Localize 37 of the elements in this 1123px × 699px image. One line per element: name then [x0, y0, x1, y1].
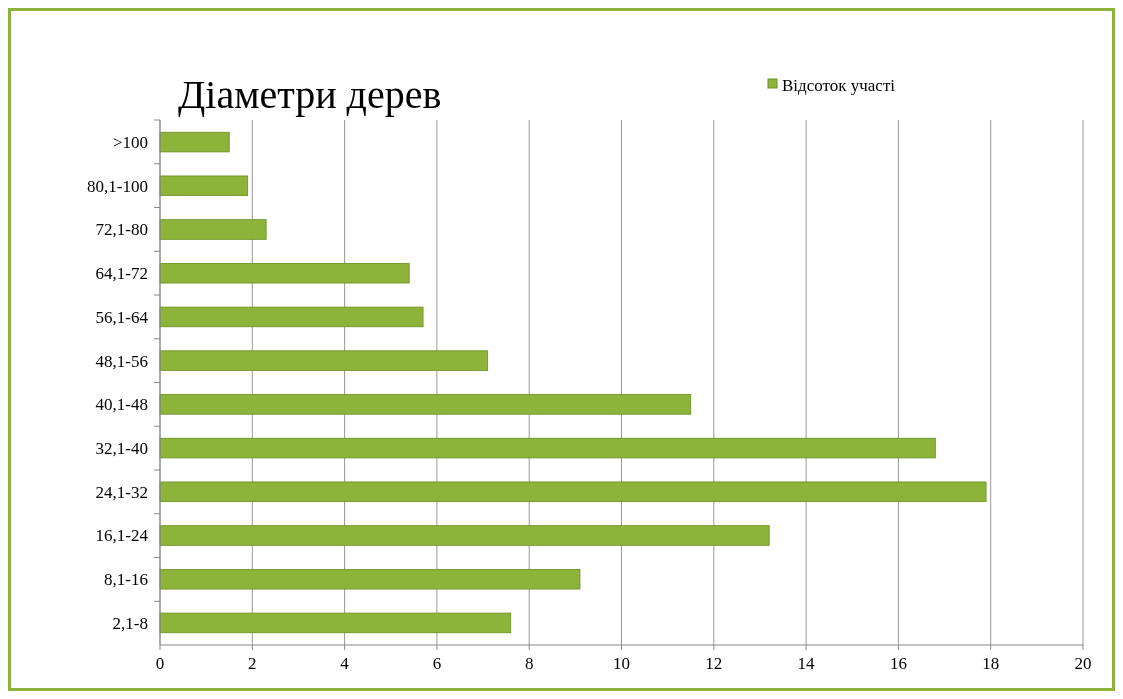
bar [159, 262, 410, 284]
bar [159, 437, 936, 459]
x-tick-label: 14 [797, 654, 816, 673]
bar [159, 350, 489, 371]
x-tick-label: 8 [524, 654, 534, 673]
x-tick-label: 18 [982, 654, 1000, 673]
x-tick-label: 0 [155, 654, 165, 673]
bar [159, 131, 230, 153]
x-tick-label: 20 [1074, 654, 1092, 673]
y-tick-label: 72,1-80 [95, 220, 148, 240]
x-tick-label: 10 [613, 654, 630, 673]
y-tick-label: 64,1-72 [95, 264, 148, 284]
y-tick-label: >100 [112, 133, 148, 153]
bar [159, 481, 987, 503]
bar [159, 525, 770, 546]
y-tick-label: 16,1-24 [95, 526, 149, 546]
bar [159, 568, 581, 590]
y-tick-label: 56,1-64 [95, 307, 149, 327]
y-tick-label: 80,1-100 [87, 176, 148, 196]
y-tick-label: 8,1-16 [104, 570, 148, 590]
y-tick-label: 32,1-40 [95, 439, 148, 459]
bar [159, 394, 692, 415]
x-tick-label: 2 [248, 654, 257, 673]
x-tick-label: 4 [340, 654, 350, 673]
x-tick-label: 6 [432, 654, 442, 673]
x-tick-label: 16 [889, 654, 907, 673]
bar [159, 612, 512, 634]
x-tick-label: 12 [705, 654, 723, 673]
chart-title: Діаметри дерев [178, 72, 442, 117]
y-tick-label: 24,1-32 [95, 482, 148, 502]
legend-label: Відсоток участі [782, 75, 896, 95]
bar [159, 219, 267, 240]
y-tick-label: 2,1-8 [112, 613, 148, 633]
bar [159, 306, 424, 328]
y-tick-label: 40,1-48 [95, 395, 148, 415]
y-tick-label: 48,1-56 [95, 351, 148, 371]
bar [159, 175, 249, 197]
